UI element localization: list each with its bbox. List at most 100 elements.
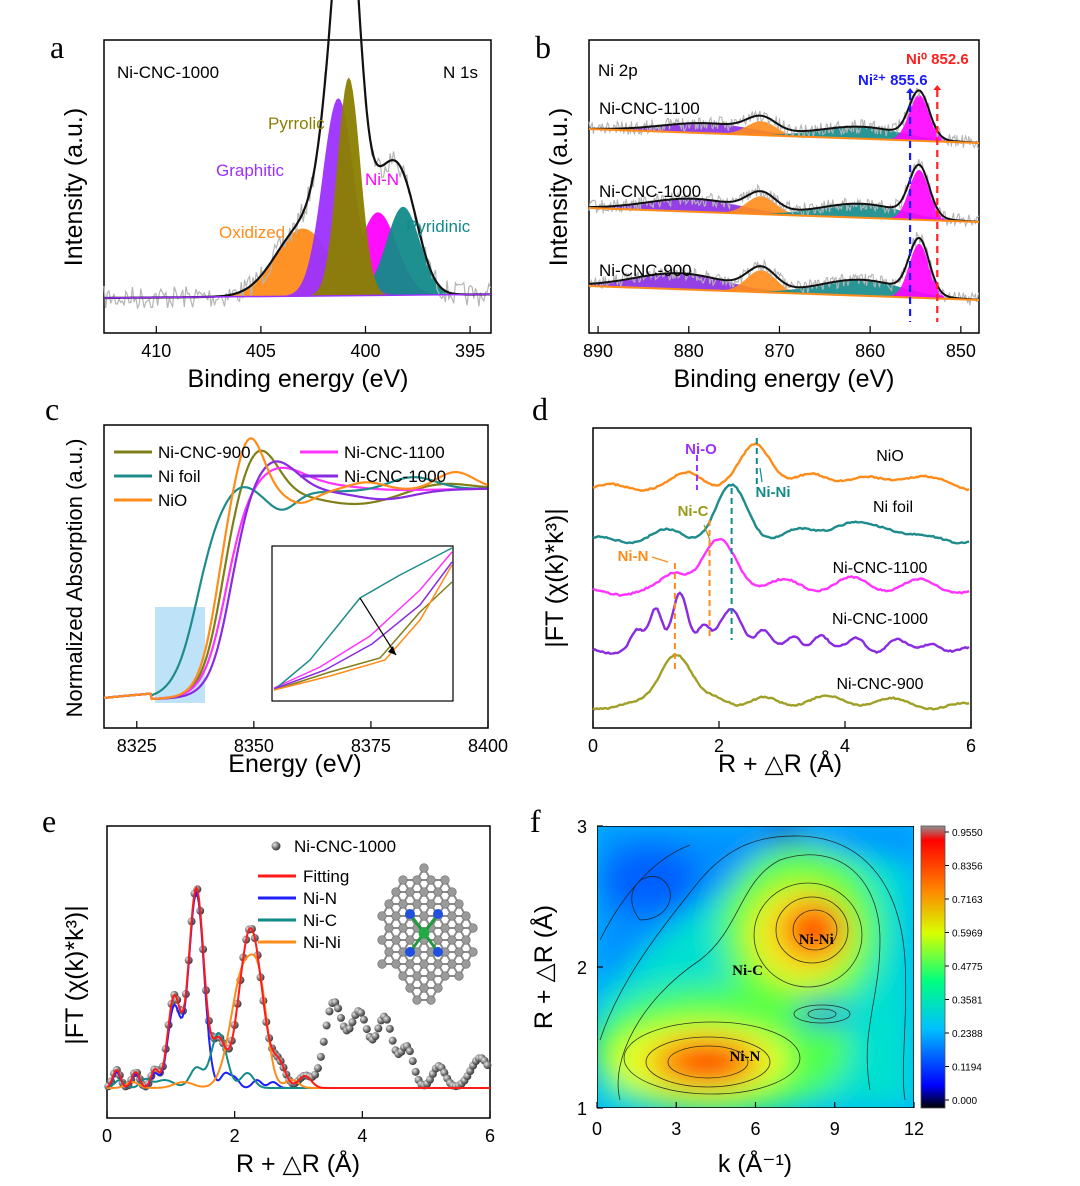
heatmap-f [597,826,914,1108]
carbon-atom [398,923,408,933]
inset-line-c [273,564,453,691]
x-tick-label: 400 [350,341,380,361]
peak-fill-b [589,203,979,222]
panel-f: f [528,803,983,1178]
data-point-e [411,1067,420,1076]
contour-lines-f [599,835,907,1101]
y-axis-title-d: |FT (χ(k)*k³)| [541,508,569,648]
panel-b: b 890 880 870 860 850 Ni 2p Ni-CNC-1100 Ni-C… [535,29,980,393]
carbon-atom [433,887,443,897]
series-line-d [592,653,970,711]
colorbar-tick-label: 0.9550 [952,828,983,839]
series-line-c [103,437,488,700]
legend-label-e: Ni-Ni [303,933,341,952]
baseline-a [103,293,492,299]
peak-label-oxidized: Oxidized [219,223,285,242]
nitrogen-atom [433,947,443,957]
heatmap-labels-f: Ni-Ni Ni-C Ni-N [730,932,834,1065]
carbon-atom [468,947,478,957]
x-tick-label: 0 [102,1126,112,1146]
x-ticks-c: 8325 8350 8375 8400 [117,721,508,756]
carbon-atom [440,971,450,981]
legend-label-c: Ni-CNC-1000 [344,467,446,486]
data-point-e [385,1024,394,1033]
x-axis-title-e: R + △R (Å) [236,1148,360,1178]
data-point-e [357,1008,366,1017]
panel-letter-c: c [45,391,59,427]
peak-fill-b [589,94,979,143]
data-point-e [319,1037,328,1046]
x-tick-label: 860 [855,341,885,361]
carbon-atom [440,875,450,885]
data-point-e [371,1032,380,1041]
y-axis-title-e: |FT (χ(k)*k³)| [61,905,89,1045]
x-tick-label: 8350 [234,736,274,756]
carbon-atom [426,971,436,981]
data-point-e [405,1047,414,1056]
molecule-structure-inset [377,863,478,1005]
x-ticks-a: 410 405 400 395 [141,326,485,361]
inset-frame-c [271,545,454,702]
x-tick-label: 9 [830,1119,840,1139]
x-tick-label: 870 [764,341,794,361]
carbon-atom [419,911,429,921]
legend-label-e: Ni-C [303,911,337,930]
data-point-e [313,1064,322,1073]
y-tick-label: 3 [577,817,587,837]
carbon-atom [447,887,457,897]
series-line-d [592,591,970,655]
carbon-atom [454,899,464,909]
x-tick-label: 890 [583,341,613,361]
panel-letter-a: a [50,29,64,65]
legend-e: Ni-CNC-1000 Fitting Ni-N Ni-C Ni-Ni [258,837,396,952]
x-tick-label: 0 [592,1119,602,1139]
series-line-d [592,483,970,545]
series-label-d: Ni-CNC-1000 [832,611,928,628]
annotation-ni-ni: Ni-Ni [756,484,791,501]
x-tick-label: 8375 [351,736,391,756]
y-tick-label: 1 [577,1099,587,1119]
carbon-atom [426,899,436,909]
trend-arrowhead-c [388,646,396,655]
inset-curves-c [273,547,453,691]
peak-fill-b [589,273,979,300]
annotation-arrow-ni-c [703,524,711,541]
x-axis-title-c: Energy (eV) [228,750,361,778]
x-axis-title-f: k (Å⁻¹) [718,1148,792,1178]
carbon-atom [433,959,443,969]
axes-frame-e [106,825,491,1119]
legend-label-c: Ni foil [158,467,201,486]
data-point-e [382,1015,391,1024]
y-axis-title-f: R + △R (Å) [528,905,558,1029]
peak-fill-b [589,169,979,222]
series-line-d [592,537,970,597]
carbon-atom [419,983,429,993]
peak-fill-b [589,121,979,143]
x-tick-label: 395 [455,341,485,361]
x-tick-label: 6 [966,736,976,756]
colorbar-tick-label: 0.8356 [952,862,983,873]
carbon-atom [412,899,422,909]
carbon-atom [412,875,422,885]
carbon-atom [391,959,401,969]
x-axis-title-b: Binding energy (eV) [674,365,895,393]
peak-fill-oxidized [104,228,491,298]
legend-marker-e [271,841,281,851]
panel-a: a 410 405 400 395 Ni-CNC-1000 N 1s Pyrrolic… [50,0,492,393]
nitrogen-atom [433,909,443,919]
carbon-atom [398,899,408,909]
carbon-atom [447,959,457,969]
annotation-ni-c: Ni-C [678,503,709,520]
data-point-e [311,1070,320,1079]
data-point-e [316,1052,325,1061]
carbon-atom [384,923,394,933]
colorbar-tick-label: 0.4775 [952,962,983,973]
series-label-b-1100: Ni-CNC-1100 [599,99,700,118]
legend-label-e: Fitting [303,867,349,886]
data-point-e [362,1025,371,1034]
peak-fill-pyridinic [104,206,491,298]
legend-label-c: NiO [158,491,187,510]
x-tick-label: 0 [588,736,598,756]
carbon-atom [426,875,436,885]
